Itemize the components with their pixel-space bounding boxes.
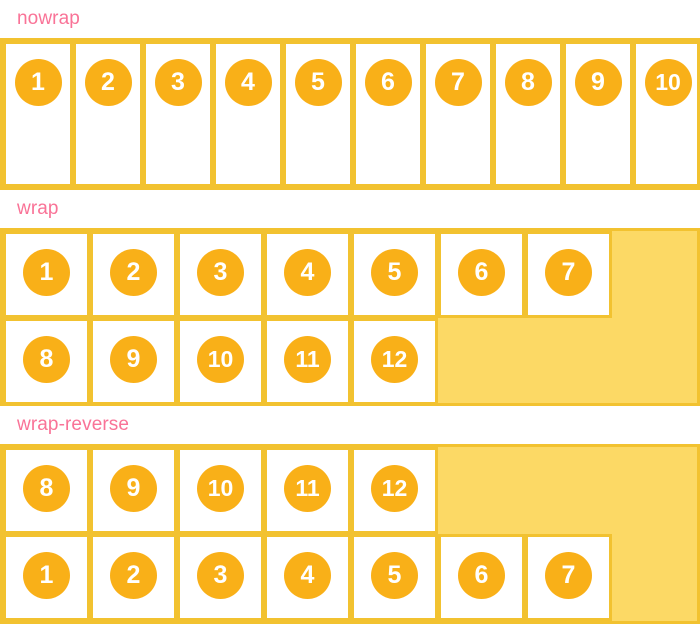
item-bubble: 6: [458, 249, 505, 296]
flex-item: 4: [264, 534, 351, 621]
flex-item: 9: [563, 41, 633, 187]
item-bubble: 12: [371, 336, 418, 383]
item-bubble: 9: [110, 465, 157, 512]
flex-item: 10: [633, 41, 697, 187]
item-bubble: 9: [574, 59, 622, 106]
flex-item: 5: [351, 534, 438, 621]
flex-item: 2: [90, 534, 177, 621]
item-bubble: 7: [545, 249, 592, 296]
item-bubble: 4: [224, 59, 272, 106]
item-bubble: 8: [23, 336, 70, 383]
item-bubble: 2: [84, 59, 132, 106]
item-bubble: 1: [14, 59, 62, 106]
flex-item: 12: [351, 447, 438, 534]
flex-item: 4: [213, 41, 283, 187]
flex-item: 6: [353, 41, 423, 187]
flex-item: 6: [438, 534, 525, 621]
flex-item: 6: [438, 231, 525, 318]
flex-container-wrap-reverse: 1 2 3 4 5 6 7 8 9 10 11 12: [0, 444, 700, 624]
item-bubble: 3: [197, 249, 244, 296]
flex-item: 12: [351, 318, 438, 403]
item-bubble: 5: [371, 552, 418, 599]
item-bubble: 11: [284, 465, 331, 512]
item-bubble: 7: [434, 59, 482, 106]
section-label-wrap: wrap: [17, 198, 59, 219]
flex-container-nowrap: 1 2 3 4 5 6 7 8 9 10: [0, 38, 700, 190]
flex-item: 3: [177, 534, 264, 621]
flex-item: 3: [177, 231, 264, 318]
item-bubble: 9: [110, 336, 157, 383]
flex-item: 5: [351, 231, 438, 318]
flex-item: 8: [3, 447, 90, 534]
flex-item: 8: [493, 41, 563, 187]
item-bubble: 5: [371, 249, 418, 296]
item-bubble: 3: [154, 59, 202, 106]
section-label-nowrap: nowrap: [17, 8, 80, 29]
section-wrap: wrap 1 2 3 4 5 6 7 8 9 10 11 12: [0, 190, 700, 406]
item-bubble: 4: [284, 552, 331, 599]
item-bubble: 8: [504, 59, 552, 106]
flex-item: 9: [90, 447, 177, 534]
flex-item: 1: [3, 41, 73, 187]
flex-container-wrap: 1 2 3 4 5 6 7 8 9 10 11 12: [0, 228, 700, 406]
item-bubble: 6: [458, 552, 505, 599]
flex-item: 2: [90, 231, 177, 318]
item-bubble: 12: [371, 465, 418, 512]
flex-item: 2: [73, 41, 143, 187]
flex-item: 1: [3, 534, 90, 621]
flex-item: 8: [3, 318, 90, 403]
flex-item: 1: [3, 231, 90, 318]
flex-item: 5: [283, 41, 353, 187]
item-bubble: 7: [545, 552, 592, 599]
item-bubble: 1: [23, 249, 70, 296]
flex-item: 11: [264, 318, 351, 403]
flex-item: 10: [177, 447, 264, 534]
item-bubble: 6: [364, 59, 412, 106]
flex-item: 9: [90, 318, 177, 403]
section-nowrap: nowrap 1 2 3 4 5 6 7 8 9 10: [0, 0, 700, 190]
item-bubble: 10: [197, 336, 244, 383]
item-bubble: 11: [284, 336, 331, 383]
item-bubble: 2: [110, 552, 157, 599]
flex-item: 10: [177, 318, 264, 403]
item-bubble: 1: [23, 552, 70, 599]
section-wrap-reverse: wrap-reverse 1 2 3 4 5 6 7 8 9 10 11 12: [0, 406, 700, 624]
section-label-wrap-reverse: wrap-reverse: [17, 414, 130, 435]
item-bubble: 8: [23, 465, 70, 512]
item-bubble: 3: [197, 552, 244, 599]
item-bubble: 5: [294, 59, 342, 106]
flex-item: 3: [143, 41, 213, 187]
flex-item: 7: [423, 41, 493, 187]
item-bubble: 10: [197, 465, 244, 512]
flex-item: 7: [525, 231, 612, 318]
item-bubble: 4: [284, 249, 331, 296]
item-bubble: 10: [644, 59, 692, 106]
flex-item: 7: [525, 534, 612, 621]
flex-item: 11: [264, 447, 351, 534]
flex-item: 4: [264, 231, 351, 318]
item-bubble: 2: [110, 249, 157, 296]
